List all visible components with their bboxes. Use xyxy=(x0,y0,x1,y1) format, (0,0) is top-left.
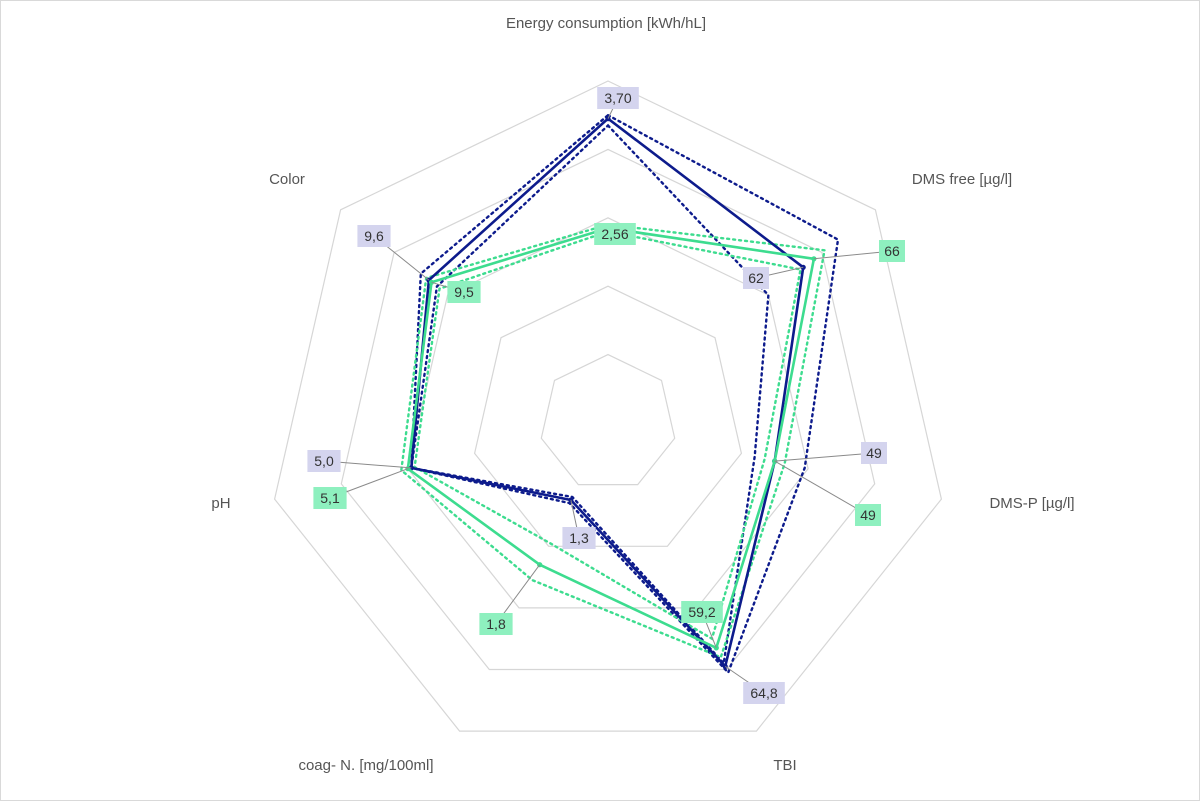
radar-series xyxy=(400,113,840,675)
label-connector xyxy=(774,460,869,516)
value-label-box xyxy=(562,527,596,549)
series-band-lower xyxy=(409,123,770,666)
axis-label: DMS free [µg/l] xyxy=(912,171,1012,188)
series-band-lower xyxy=(413,230,802,641)
value-label-box xyxy=(313,487,347,509)
axis-label: pH xyxy=(211,495,230,512)
value-label-box xyxy=(743,267,769,289)
data-point xyxy=(713,645,719,651)
label-connector xyxy=(813,250,893,260)
value-label: 1,8 xyxy=(486,616,506,632)
value-label: 5,1 xyxy=(320,490,340,506)
axis-label: Energy consumption [kWh/hL] xyxy=(506,15,706,32)
grid-ring xyxy=(273,80,943,732)
value-label-box xyxy=(855,504,881,526)
data-point xyxy=(800,264,806,270)
value-label-box xyxy=(879,240,905,262)
value-label: 9,5 xyxy=(454,284,474,300)
axis-label: Color xyxy=(269,171,305,188)
value-label-box xyxy=(681,601,723,623)
value-label: 66 xyxy=(884,243,900,259)
value-label-box xyxy=(447,281,481,303)
series-line xyxy=(409,117,805,668)
value-label-box xyxy=(307,450,341,472)
grid-ring xyxy=(540,353,676,486)
value-label: 49 xyxy=(860,507,876,523)
label-connector xyxy=(774,452,875,462)
value-label-box xyxy=(861,442,887,464)
radar-grid xyxy=(273,80,943,732)
axis-label: DMS-P [µg/l] xyxy=(989,495,1074,512)
value-label: 62 xyxy=(748,270,764,286)
value-label: 64,8 xyxy=(750,685,777,701)
axis-label: TBI xyxy=(773,757,796,774)
value-label: 3,70 xyxy=(604,90,631,106)
grid-ring xyxy=(473,285,743,547)
value-label: 9,6 xyxy=(364,228,384,244)
series-band-upper xyxy=(410,113,840,675)
value-label-box xyxy=(357,225,391,247)
value-labels: 3,70 62 49 64,8 1,3 5,0 9,6 2,56 66 49 59,2 1,8 5,1 9… xyxy=(307,87,905,704)
series-line xyxy=(406,226,816,650)
grid-ring xyxy=(407,217,809,609)
value-label: 49 xyxy=(866,445,882,461)
axis-label: coag- N. [mg/100ml] xyxy=(298,757,433,774)
value-label: 1,3 xyxy=(569,530,589,546)
value-label: 5,0 xyxy=(314,453,334,469)
value-label-box xyxy=(743,682,785,704)
series-band-upper xyxy=(400,223,827,659)
value-label-box xyxy=(594,223,636,245)
value-label-box xyxy=(597,87,639,109)
value-label-box xyxy=(479,613,513,635)
value-label: 2,56 xyxy=(601,226,628,242)
value-label: 59,2 xyxy=(688,604,715,620)
